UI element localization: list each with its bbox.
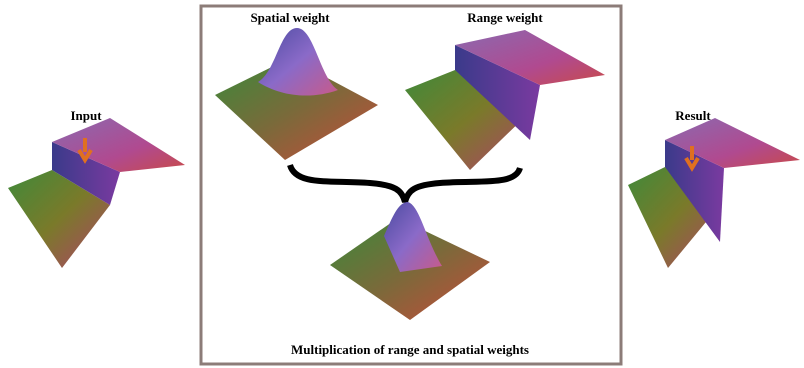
result-label: Result — [675, 108, 711, 123]
input-label: Input — [70, 108, 102, 123]
input-surface — [8, 118, 185, 268]
brace — [290, 165, 520, 202]
spatial-weight-surface — [215, 28, 378, 160]
multiplication-surface — [330, 202, 490, 320]
range-weight-surface — [405, 30, 605, 170]
result-surface — [628, 118, 800, 268]
spatial-weight-label: Spatial weight — [250, 10, 330, 25]
range-weight-label: Range weight — [467, 10, 543, 25]
diagram: Input Spatial weight Range weight Multip… — [0, 0, 804, 368]
multiplication-label: Multiplication of range and spatial weig… — [291, 342, 529, 357]
